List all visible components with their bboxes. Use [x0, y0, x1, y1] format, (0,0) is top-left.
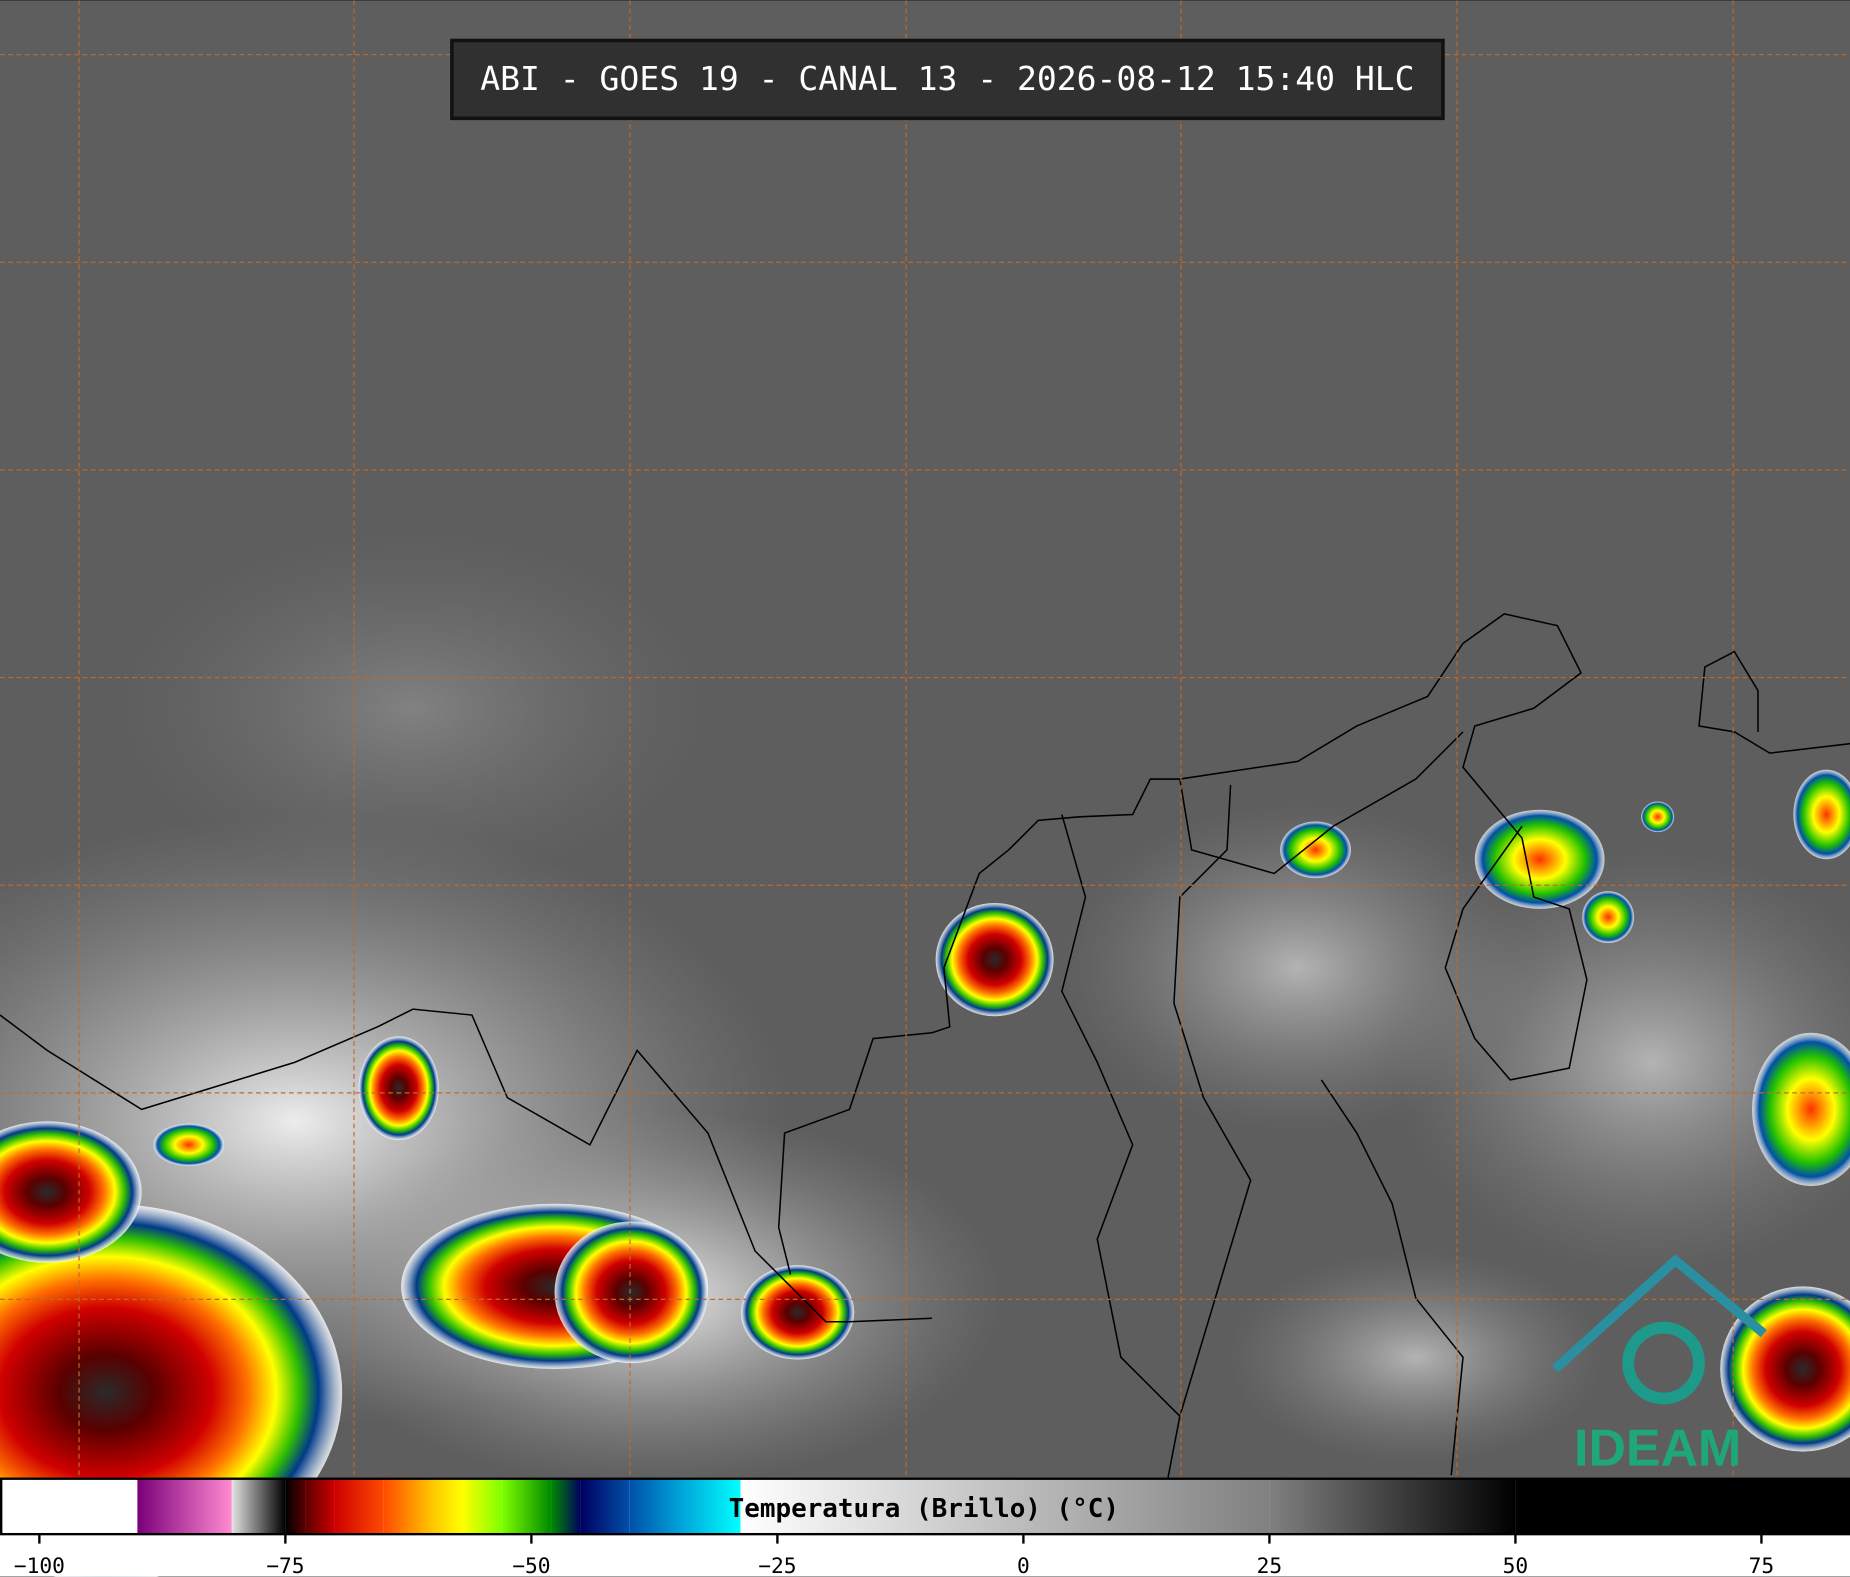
- colorbar-segment: [501, 1478, 552, 1535]
- coastlines: [0, 613, 1850, 1478]
- colorbar-segment: [551, 1478, 581, 1535]
- tick-label: 0: [1017, 1554, 1030, 1577]
- colorbar-segment: [740, 1478, 741, 1535]
- logo: IDEAM: [1551, 1254, 1767, 1478]
- colorbar-segment: [231, 1478, 233, 1535]
- tick-label: −25: [758, 1554, 796, 1577]
- colorbar-segment: [137, 1478, 232, 1535]
- colorbar-segment: [232, 1478, 286, 1535]
- title: ABI - GOES 19 - CANAL 13 - 2026-08-12 15…: [480, 59, 1414, 98]
- colorbar-segment: [1515, 1478, 1850, 1535]
- logo-text: IDEAM: [1574, 1420, 1741, 1478]
- tick-label: 75: [1749, 1554, 1775, 1577]
- tick-label: −100: [14, 1554, 65, 1577]
- colorbar-segment: [462, 1478, 502, 1535]
- tick-label: 25: [1257, 1554, 1283, 1577]
- title-box: ABI - GOES 19 - CANAL 13 - 2026-08-12 15…: [450, 38, 1445, 121]
- tick-label: −50: [512, 1554, 550, 1577]
- tick-label: −75: [266, 1554, 304, 1577]
- graticule: [0, 0, 1850, 1478]
- colorbar-segment: [285, 1478, 306, 1535]
- logo-roof: [1551, 1254, 1767, 1373]
- colorbar-segment: [1269, 1478, 1516, 1535]
- colorbar-segment: [629, 1478, 679, 1535]
- colorbar-frame: [0, 1477, 1850, 1536]
- cloud-field: [0, 531, 1850, 1577]
- colorbar-segment: [678, 1478, 740, 1535]
- colorbar: −100 −75 −50 −25 0 25 50 75: [0, 1478, 1850, 1577]
- colorbar-segment: [0, 1478, 137, 1535]
- colorbar-segment: [334, 1478, 384, 1535]
- colorbar-segment: [136, 1478, 138, 1535]
- logo-eye: [1622, 1321, 1705, 1405]
- colorbar-label: Temperatura (Brillo) (°C): [729, 1494, 1119, 1524]
- colorbar-segment: [580, 1478, 630, 1535]
- colorbar-segment: [305, 1478, 335, 1535]
- title-background: [450, 38, 1445, 121]
- tick-label: 50: [1503, 1554, 1529, 1577]
- colorbar-segment: [432, 1478, 463, 1535]
- colorbar-segment: [740, 1478, 1270, 1535]
- colorbar-segment: [383, 1478, 433, 1535]
